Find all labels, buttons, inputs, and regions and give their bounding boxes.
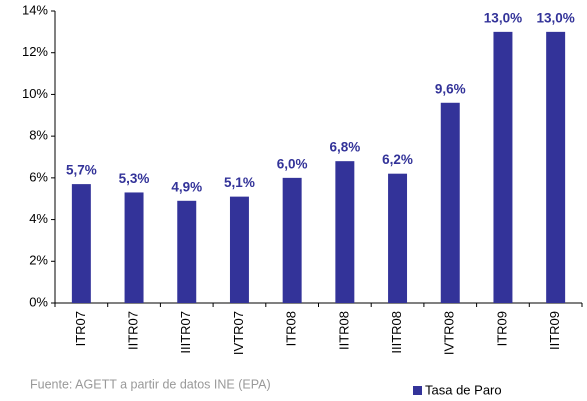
bar bbox=[71, 184, 91, 303]
data-label: 5,7% bbox=[66, 163, 97, 178]
bar bbox=[282, 177, 302, 303]
x-tick-label: ITR08 bbox=[284, 311, 299, 346]
data-label: 4,9% bbox=[171, 179, 202, 194]
x-tick-label: IITR07 bbox=[125, 311, 140, 350]
y-tick-label: 4% bbox=[29, 211, 48, 226]
x-tick-label: IVTR07 bbox=[231, 311, 246, 355]
y-tick-label: 12% bbox=[22, 44, 48, 59]
bar bbox=[546, 31, 566, 303]
x-tick-label: IVTR08 bbox=[442, 311, 457, 355]
y-tick-label: 10% bbox=[22, 86, 48, 101]
bar bbox=[388, 173, 408, 303]
x-tick-label: IIITR08 bbox=[389, 311, 404, 354]
y-tick-label: 8% bbox=[29, 128, 48, 143]
data-label: 9,6% bbox=[435, 81, 466, 96]
data-label: 13,0% bbox=[537, 10, 575, 25]
y-tick-label: 2% bbox=[29, 253, 48, 268]
bar bbox=[493, 31, 513, 303]
legend-swatch bbox=[413, 386, 422, 395]
data-label: 6,2% bbox=[382, 152, 413, 167]
y-tick-label: 6% bbox=[29, 169, 48, 184]
data-label: 5,3% bbox=[119, 171, 150, 186]
bar bbox=[124, 192, 144, 303]
bar bbox=[177, 200, 197, 303]
x-tick-label: ITR09 bbox=[494, 311, 509, 346]
data-label: 13,0% bbox=[484, 10, 522, 25]
y-tick-label: 14% bbox=[22, 2, 48, 17]
data-label: 5,1% bbox=[224, 175, 255, 190]
bar bbox=[335, 161, 355, 303]
y-tick-label: 0% bbox=[29, 294, 48, 309]
x-tick-label: IITR08 bbox=[336, 311, 351, 350]
data-label: 6,0% bbox=[277, 156, 308, 171]
legend-label: Tasa de Paro bbox=[425, 382, 502, 397]
bar bbox=[229, 196, 249, 303]
x-tick-label: IITR09 bbox=[547, 311, 562, 350]
x-tick-label: IIITR07 bbox=[178, 311, 193, 354]
source-note: Fuente: AGETT a partir de datos INE (EPA… bbox=[30, 377, 271, 391]
x-tick-label: ITR07 bbox=[73, 311, 88, 346]
bar bbox=[440, 102, 460, 304]
data-label: 6,8% bbox=[329, 140, 360, 155]
